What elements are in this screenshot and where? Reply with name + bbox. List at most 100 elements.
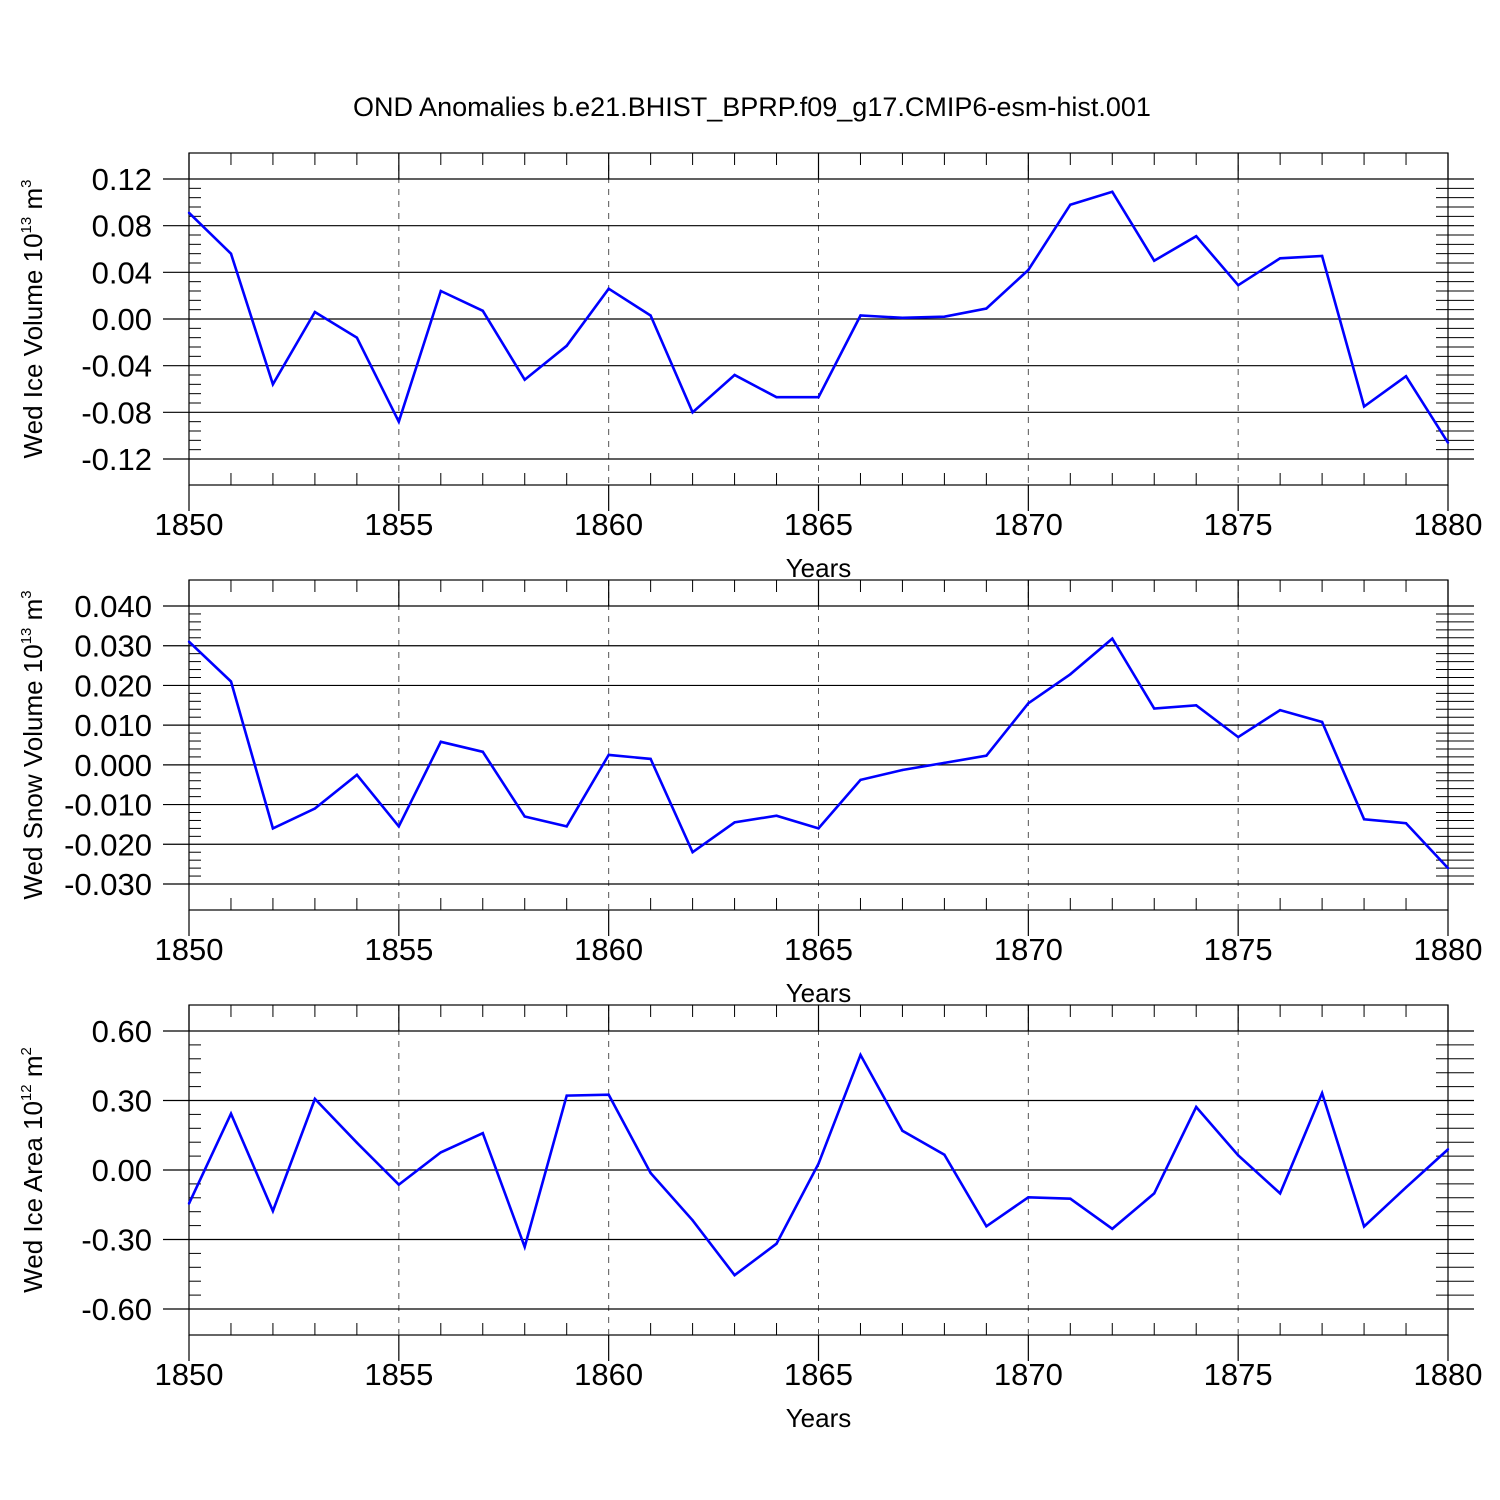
x-tick-label: 1850 xyxy=(155,932,224,967)
data-point xyxy=(481,309,484,313)
data-point xyxy=(355,336,359,339)
data-point xyxy=(313,310,317,314)
data-point xyxy=(775,395,778,399)
y-tick-label: 0.030 xyxy=(74,629,152,664)
x-axis-label: Years xyxy=(786,1403,852,1433)
x-tick-label: 1875 xyxy=(1204,507,1273,542)
data-point xyxy=(943,1153,946,1156)
x-tick-label: 1865 xyxy=(784,932,853,967)
data-point xyxy=(733,821,736,824)
y-tick-label: -0.020 xyxy=(64,827,152,862)
y-tick-label: 0.040 xyxy=(74,589,152,624)
y-tick-label: 0.60 xyxy=(92,1014,152,1049)
data-point xyxy=(1111,1227,1114,1231)
data-point xyxy=(187,211,191,215)
data-point xyxy=(1446,1148,1450,1151)
x-tick-label: 1855 xyxy=(364,1357,433,1392)
panel-snow-volume: -0.030 -0.020 -0.010 0.000 0.010 0.020 0.030 0.… xyxy=(18,579,1482,1008)
data-point xyxy=(1236,1154,1240,1157)
data-point xyxy=(1362,1225,1366,1228)
data-point xyxy=(1278,708,1282,712)
x-axis-label: Years xyxy=(786,553,852,583)
data-point xyxy=(439,289,442,293)
data-point xyxy=(1069,1197,1072,1200)
data-point xyxy=(691,1219,694,1222)
data-point xyxy=(1111,637,1114,640)
data-point xyxy=(1236,283,1240,287)
x-tick-label: 1860 xyxy=(574,1357,643,1392)
data-point xyxy=(1320,254,1324,258)
data-point xyxy=(1236,735,1240,739)
y-axis-label: Wed Snow Volume 1013 m3 xyxy=(18,590,48,899)
x-tick-label: 1860 xyxy=(574,932,643,967)
y-axis-label: Wed Ice Area 1012 m2 xyxy=(18,1047,48,1293)
data-point xyxy=(271,383,275,386)
data-point xyxy=(355,773,359,776)
data-point xyxy=(691,851,694,854)
data-point xyxy=(775,1242,778,1245)
data-point xyxy=(817,395,820,399)
y-axis-label: Wed Ice Volume 1013 m3 xyxy=(18,180,48,459)
y-tick-label: -0.60 xyxy=(81,1292,152,1327)
data-point xyxy=(481,1131,484,1135)
x-tick-label: 1860 xyxy=(574,507,643,542)
y-tick-label: 0.12 xyxy=(92,162,152,197)
y-tick-label: -0.04 xyxy=(81,349,152,384)
data-point xyxy=(733,373,736,377)
y-tick-label: 0.020 xyxy=(74,668,152,703)
y-tick-label: 0.04 xyxy=(92,255,152,290)
y-tick-label: 0.30 xyxy=(92,1084,152,1119)
y-tick-label: 0.08 xyxy=(92,209,152,244)
data-point xyxy=(943,761,946,765)
data-point xyxy=(985,1225,988,1228)
panel-ice-area: -0.60 -0.30 0.00 0.30 0.60 1850 1855 1860 1865 18… xyxy=(18,1004,1482,1433)
x-tick-label: 1850 xyxy=(155,507,224,542)
data-point xyxy=(1153,1192,1156,1195)
data-point xyxy=(1362,818,1366,821)
data-point xyxy=(1027,702,1030,705)
data-point xyxy=(817,827,820,830)
figure-title: OND Anomalies b.e21.BHIST_BPRP.f09_g17.C… xyxy=(353,92,1151,122)
panel-ice-volume: -0.12 -0.08 -0.04 0.00 0.04 0.08 0.12 1850 1855 1… xyxy=(18,152,1483,583)
data-point xyxy=(1195,234,1198,238)
data-point xyxy=(565,1094,568,1097)
data-point xyxy=(229,252,233,255)
data-point xyxy=(1278,257,1282,260)
x-tick-label: 1875 xyxy=(1204,1357,1273,1392)
data-point xyxy=(859,778,862,782)
x-axis-label: Years xyxy=(786,978,852,1008)
data-point xyxy=(397,825,401,828)
data-point xyxy=(1195,1105,1198,1109)
data-point xyxy=(1153,259,1156,262)
x-tick-label: 1855 xyxy=(364,507,433,542)
data-point xyxy=(1362,405,1366,408)
data-point xyxy=(1404,1186,1408,1189)
data-point xyxy=(859,1053,862,1057)
data-point xyxy=(691,411,694,414)
data-point xyxy=(649,757,652,761)
data-point xyxy=(1195,704,1198,707)
data-point xyxy=(817,1162,820,1165)
data-point xyxy=(607,1093,610,1096)
data-point xyxy=(733,1273,736,1277)
data-point xyxy=(229,1112,233,1115)
y-tick-label: 0.000 xyxy=(74,748,152,783)
data-point xyxy=(565,344,568,348)
data-point xyxy=(1320,1091,1324,1095)
data-point xyxy=(1320,720,1324,724)
x-tick-label: 1870 xyxy=(994,507,1063,542)
data-point xyxy=(1278,1192,1282,1195)
data-point xyxy=(943,315,946,318)
data-point xyxy=(1153,707,1156,710)
x-tick-label: 1870 xyxy=(994,1357,1063,1392)
x-tick-label: 1870 xyxy=(994,932,1063,967)
x-tick-label: 1850 xyxy=(155,1357,224,1392)
data-point xyxy=(439,740,442,744)
x-tick-label: 1880 xyxy=(1414,507,1483,542)
y-tick-label: -0.010 xyxy=(64,788,152,823)
data-point xyxy=(187,1202,191,1205)
data-point xyxy=(901,1129,904,1133)
data-point xyxy=(1111,190,1114,194)
data-point xyxy=(523,1245,526,1249)
